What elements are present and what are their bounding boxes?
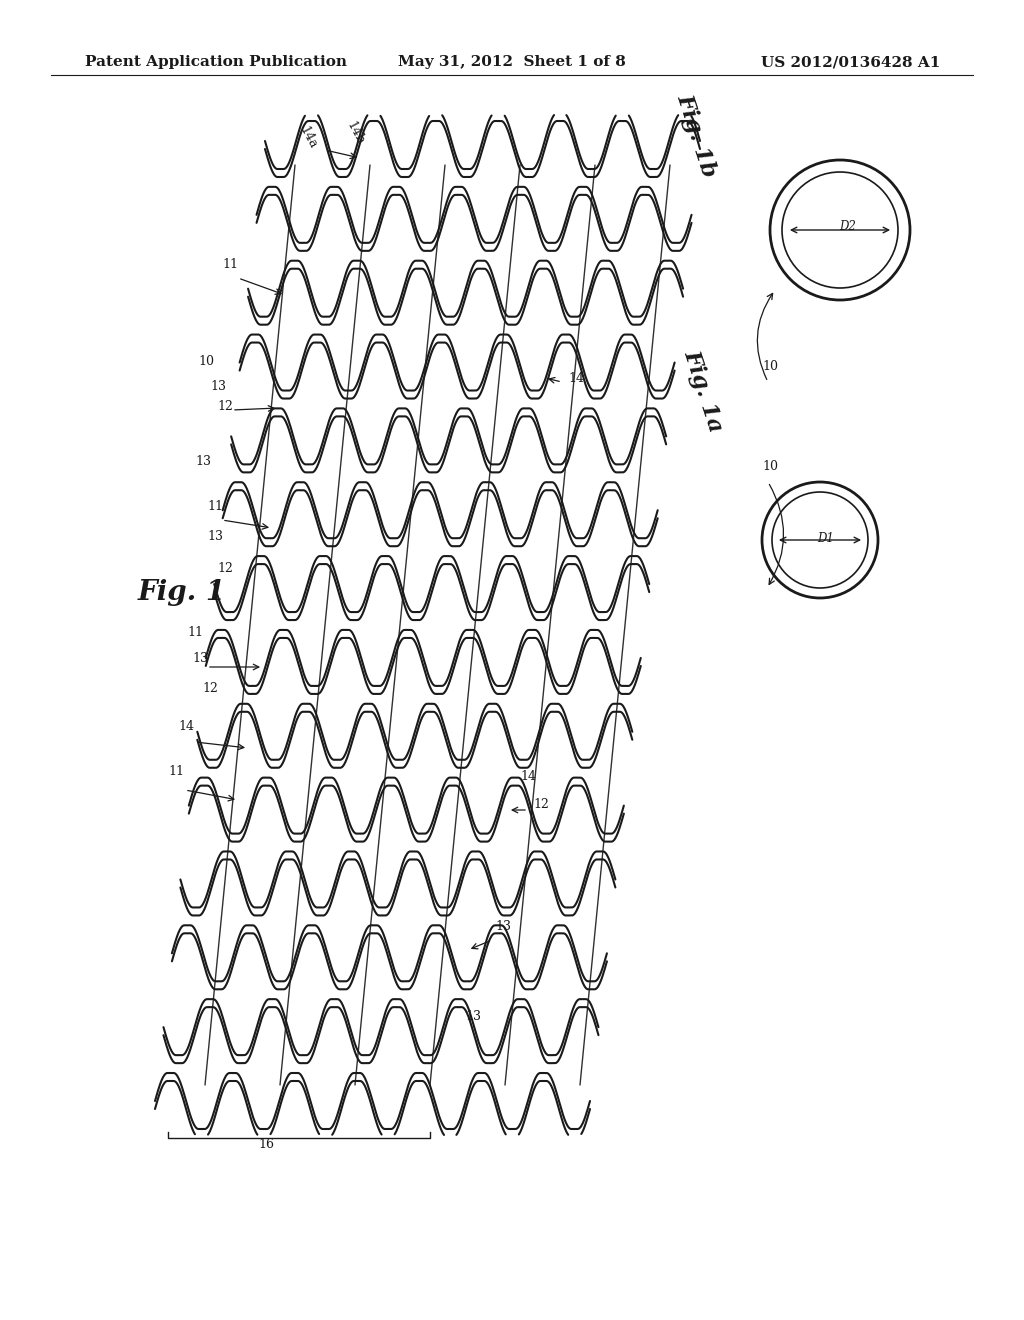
Text: Patent Application Publication: Patent Application Publication: [85, 55, 347, 69]
Text: US 2012/0136428 A1: US 2012/0136428 A1: [761, 55, 940, 69]
Text: 11: 11: [207, 500, 223, 513]
Text: 11: 11: [222, 257, 238, 271]
Text: D2: D2: [840, 220, 856, 234]
Text: 14: 14: [178, 719, 194, 733]
Text: Fig. 1b: Fig. 1b: [673, 91, 721, 180]
Text: Fig. 1: Fig. 1: [138, 579, 226, 606]
Text: 13: 13: [210, 380, 226, 393]
Text: 13: 13: [195, 455, 211, 469]
Text: 13: 13: [465, 1010, 481, 1023]
Text: 10: 10: [762, 360, 778, 374]
Text: 13: 13: [193, 652, 208, 665]
Text: 13: 13: [495, 920, 511, 933]
Text: 14b: 14b: [344, 120, 367, 147]
Text: 14: 14: [568, 372, 584, 385]
Text: 12: 12: [217, 562, 232, 576]
Text: 10: 10: [198, 355, 214, 368]
Text: 14a: 14a: [297, 124, 319, 150]
Text: 16: 16: [258, 1138, 274, 1151]
Text: 12: 12: [217, 400, 232, 413]
Text: May 31, 2012  Sheet 1 of 8: May 31, 2012 Sheet 1 of 8: [398, 55, 626, 69]
Text: 12: 12: [202, 682, 218, 696]
Text: Fig. 1a: Fig. 1a: [680, 347, 727, 436]
Text: 14: 14: [520, 770, 536, 783]
Text: 11: 11: [168, 766, 184, 777]
Text: 13: 13: [207, 531, 223, 543]
Text: D1: D1: [817, 532, 835, 544]
Text: 10: 10: [762, 459, 778, 473]
Text: 11: 11: [187, 626, 203, 639]
Text: 12: 12: [534, 799, 549, 810]
